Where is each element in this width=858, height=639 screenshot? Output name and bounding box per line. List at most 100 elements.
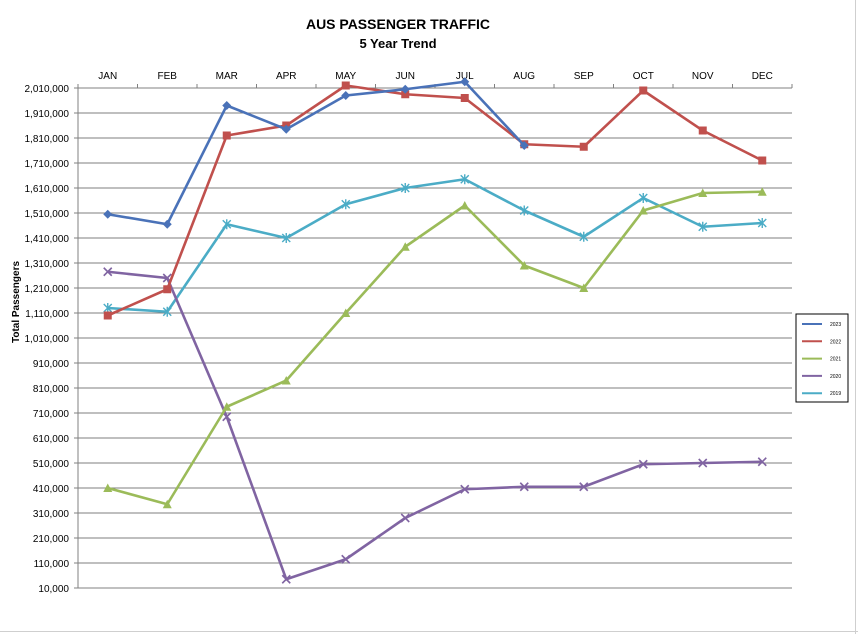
data-point (638, 193, 648, 203)
series-line (107, 190, 763, 506)
x-tick-label: SEP (574, 71, 594, 82)
data-point (579, 283, 589, 292)
y-tick-label: 510,000 (33, 459, 70, 470)
data-point (460, 77, 470, 87)
y-tick-label: 1,010,000 (25, 334, 70, 345)
data-point (103, 311, 112, 320)
y-tick-label: 2,010,000 (25, 84, 70, 95)
data-point (757, 218, 767, 228)
data-point (281, 233, 291, 243)
data-point (400, 84, 410, 94)
y-tick-label: 1,710,000 (25, 159, 70, 170)
marker-stroke (162, 273, 172, 283)
frame-bottom-edge (0, 631, 858, 632)
data-point (400, 242, 410, 251)
y-tick-label: 1,110,000 (25, 309, 69, 320)
series-2023 (103, 77, 529, 229)
y-tick-label: 1,610,000 (25, 184, 70, 195)
marker-stroke (281, 574, 291, 584)
y-tick-label: 710,000 (33, 409, 70, 420)
data-point (757, 457, 767, 467)
y-tick-label: 310,000 (33, 509, 70, 520)
data-point (519, 261, 529, 270)
x-tick-label: NOV (692, 71, 714, 82)
y-tick-label: 610,000 (33, 434, 70, 445)
data-point (400, 183, 410, 193)
data-point (519, 482, 529, 492)
data-point (222, 412, 232, 422)
data-point (758, 156, 767, 165)
data-point (222, 101, 232, 110)
legend-item-2022: 2022 (802, 339, 841, 345)
y-tick-label: 910,000 (33, 359, 70, 370)
legend-label: 2019 (830, 391, 841, 397)
data-point (162, 306, 172, 317)
x-tick-label: MAY (335, 71, 356, 82)
data-point (579, 482, 589, 492)
data-point (698, 188, 708, 197)
y-tick-label: 1,410,000 (25, 234, 70, 245)
data-point (162, 499, 172, 509)
y-tick-label: 10,000 (38, 584, 69, 595)
chart-subtitle: 5 Year Trend (359, 36, 436, 51)
marker-stroke (757, 457, 767, 467)
series-line (107, 84, 763, 317)
x-tick-label: DEC (752, 71, 773, 82)
series-2020 (103, 267, 767, 584)
data-point (401, 90, 410, 99)
series-line (107, 270, 763, 581)
data-point (698, 458, 708, 468)
data-point (757, 187, 767, 196)
x-tick-label: JUN (396, 71, 415, 82)
marker-stroke (103, 267, 113, 277)
y-tick-label: 210,000 (33, 534, 70, 545)
legend-item-2020: 2020 (802, 374, 841, 380)
legend-item-2023: 2023 (802, 322, 841, 328)
data-point (400, 513, 410, 523)
data-point (222, 402, 232, 411)
y-tick-label: 410,000 (33, 484, 70, 495)
x-tick-label: JAN (98, 71, 117, 82)
data-point (698, 126, 707, 135)
series-2022 (103, 81, 767, 320)
legend-label: 2023 (830, 322, 841, 328)
data-point (222, 131, 231, 140)
data-point (341, 199, 351, 210)
series-line (107, 80, 526, 226)
y-tick-label: 1,810,000 (25, 134, 70, 145)
x-tick-label: JUL (456, 71, 474, 82)
data-point (638, 206, 648, 215)
y-tick-label: 1,510,000 (25, 209, 70, 220)
chart-title: AUS PASSENGER TRAFFIC (306, 16, 490, 32)
y-axis-label: Total Passengers (11, 261, 22, 344)
data-point (341, 81, 350, 90)
data-point (103, 483, 113, 492)
data-point (281, 124, 291, 134)
data-point (460, 174, 470, 185)
y-tick-label: 810,000 (33, 384, 70, 395)
x-tick-label: APR (276, 71, 297, 82)
data-point (460, 201, 470, 210)
y-tick-label: 1,310,000 (25, 259, 70, 270)
data-point (579, 231, 589, 242)
legend-label: 2021 (830, 357, 841, 363)
data-point (460, 94, 469, 102)
series-line (107, 177, 763, 314)
data-point (519, 205, 529, 216)
data-point (579, 142, 588, 151)
legend-label: 2020 (830, 374, 841, 380)
data-point (222, 219, 232, 230)
marker-stroke (638, 459, 648, 469)
marker-stroke (698, 458, 708, 468)
data-point (103, 267, 113, 277)
marker-stroke (519, 482, 529, 492)
data-point (341, 308, 351, 317)
x-tick-label: FEB (158, 71, 178, 82)
marker-stroke (400, 513, 410, 523)
y-tick-label: 1,910,000 (25, 109, 70, 120)
x-tick-label: AUG (513, 71, 535, 82)
series-2021 (103, 187, 767, 509)
data-point (519, 141, 529, 150)
